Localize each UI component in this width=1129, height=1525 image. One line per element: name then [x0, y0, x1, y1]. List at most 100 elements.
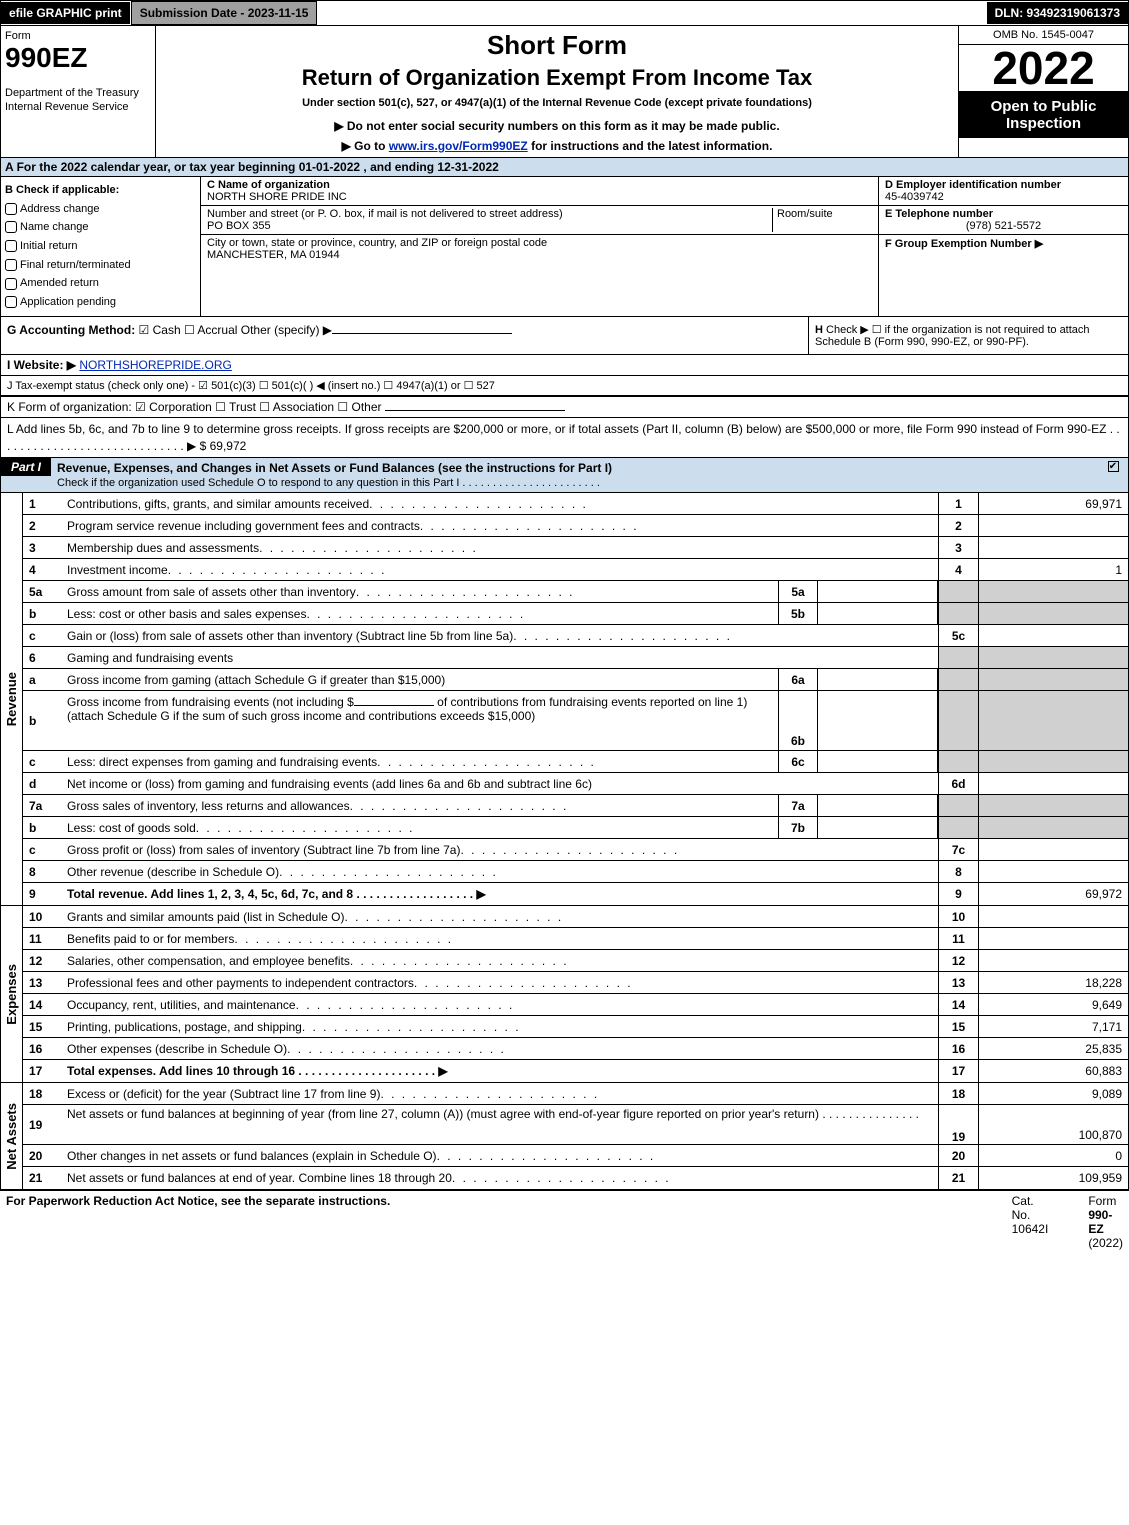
- room-label: Room/suite: [777, 208, 833, 220]
- short-form-title: Short Form: [164, 30, 950, 61]
- chk-address-change[interactable]: Address change: [5, 200, 196, 219]
- line-2: 2Program service revenue including gover…: [23, 515, 1128, 537]
- row-a-text: For the 2022 calendar year, or tax year …: [17, 160, 499, 174]
- e-phone: E Telephone number (978) 521-5572: [879, 206, 1128, 235]
- return-title: Return of Organization Exempt From Incom…: [164, 65, 950, 91]
- chk-name-change[interactable]: Name change: [5, 218, 196, 237]
- part1-header: Part I Revenue, Expenses, and Changes in…: [0, 458, 1129, 493]
- d-label: D Employer identification number: [885, 179, 1061, 191]
- goto-post: for instructions and the latest informat…: [528, 139, 773, 153]
- irs-link[interactable]: www.irs.gov/Form990EZ: [389, 139, 528, 153]
- line-1: 1 Contributions, gifts, grants, and simi…: [23, 493, 1128, 515]
- part1-label: Part I: [1, 458, 51, 476]
- line-7a: 7aGross sales of inventory, less returns…: [23, 795, 1128, 817]
- line-18: 18Excess or (deficit) for the year (Subt…: [23, 1083, 1128, 1105]
- ssn-notice: ▶ Do not enter social security numbers o…: [164, 119, 950, 133]
- line-9: 9Total revenue. Add lines 1, 2, 3, 4, 5c…: [23, 883, 1128, 905]
- part1-check[interactable]: [1098, 458, 1128, 492]
- line-21: 21Net assets or fund balances at end of …: [23, 1167, 1128, 1189]
- part1-sub: Check if the organization used Schedule …: [57, 477, 600, 489]
- footer: For Paperwork Reduction Act Notice, see …: [0, 1190, 1129, 1253]
- c-street-row: Number and street (or P. O. box, if mail…: [201, 206, 878, 235]
- line-10: 10Grants and similar amounts paid (list …: [23, 906, 1128, 928]
- line-19: 19Net assets or fund balances at beginni…: [23, 1105, 1128, 1145]
- form-label: Form: [5, 30, 151, 42]
- under-section: Under section 501(c), 527, or 4947(a)(1)…: [164, 97, 950, 109]
- chk-final-return[interactable]: Final return/terminated: [5, 256, 196, 275]
- h-schedule-b: H Check ▶ ☐ if the organization is not r…: [808, 317, 1128, 354]
- part1-title-wrap: Revenue, Expenses, and Changes in Net As…: [51, 458, 1098, 492]
- efile-print-button[interactable]: efile GRAPHIC print: [1, 2, 131, 24]
- col-b-checkboxes: B Check if applicable: Address change Na…: [1, 177, 201, 316]
- goto-pre: ▶ Go to: [342, 139, 389, 153]
- f-label: F Group Exemption Number ▶: [885, 238, 1043, 250]
- line-6a: aGross income from gaming (attach Schedu…: [23, 669, 1128, 691]
- line-6b: b Gross income from fundraising events (…: [23, 691, 1128, 751]
- revenue-vlabel: Revenue: [1, 493, 23, 905]
- form-ref: Form 990-EZ (2022): [1088, 1194, 1123, 1250]
- b-heading: B Check if applicable:: [5, 181, 196, 200]
- dept-treasury: Department of the Treasury Internal Reve…: [5, 86, 151, 115]
- line-7b: bLess: cost of goods sold 7b: [23, 817, 1128, 839]
- line-6: 6Gaming and fundraising events: [23, 647, 1128, 669]
- col-d-e-f: D Employer identification number 45-4039…: [878, 177, 1128, 316]
- line-11: 11Benefits paid to or for members11: [23, 928, 1128, 950]
- header-mid: Short Form Return of Organization Exempt…: [156, 26, 958, 157]
- dln-label: DLN: 93492319061373: [987, 2, 1128, 24]
- line-12: 12Salaries, other compensation, and empl…: [23, 950, 1128, 972]
- line-16: 16Other expenses (describe in Schedule O…: [23, 1038, 1128, 1060]
- row-l-gross-receipts: L Add lines 5b, 6c, and 7b to line 9 to …: [0, 417, 1129, 459]
- paperwork-notice: For Paperwork Reduction Act Notice, see …: [6, 1194, 972, 1250]
- line-13: 13Professional fees and other payments t…: [23, 972, 1128, 994]
- g-label: G Accounting Method:: [7, 323, 135, 337]
- header-left: Form 990EZ Department of the Treasury In…: [1, 26, 156, 157]
- e-label: E Telephone number: [885, 208, 993, 220]
- netassets-table: Net Assets 18Excess or (deficit) for the…: [0, 1083, 1129, 1190]
- tax-year: 2022: [959, 45, 1128, 91]
- line-14: 14Occupancy, rent, utilities, and mainte…: [23, 994, 1128, 1016]
- row-a-tax-year: A For the 2022 calendar year, or tax yea…: [0, 158, 1129, 177]
- line-20: 20Other changes in net assets or fund ba…: [23, 1145, 1128, 1167]
- form-header: Form 990EZ Department of the Treasury In…: [0, 26, 1129, 158]
- netassets-vlabel: Net Assets: [1, 1083, 23, 1189]
- c-city-row: City or town, state or province, country…: [201, 235, 878, 263]
- expenses-table: Expenses 10Grants and similar amounts pa…: [0, 906, 1129, 1083]
- chk-initial-return[interactable]: Initial return: [5, 237, 196, 256]
- part1-title: Revenue, Expenses, and Changes in Net As…: [57, 461, 612, 475]
- expenses-lines: 10Grants and similar amounts paid (list …: [23, 906, 1128, 1082]
- label-a: A: [5, 160, 13, 174]
- website-link[interactable]: NORTHSHOREPRIDE.ORG: [79, 358, 231, 372]
- top-bar: efile GRAPHIC print Submission Date - 20…: [0, 0, 1129, 26]
- netassets-lines: 18Excess or (deficit) for the year (Subt…: [23, 1083, 1128, 1189]
- k-text: K Form of organization: ☑ Corporation ☐ …: [7, 400, 382, 414]
- form-number: 990EZ: [5, 42, 151, 74]
- chk-application-pending[interactable]: Application pending: [5, 293, 196, 312]
- street-label: Number and street (or P. O. box, if mail…: [207, 208, 563, 220]
- line-6c: cLess: direct expenses from gaming and f…: [23, 751, 1128, 773]
- revenue-lines: 1 Contributions, gifts, grants, and simi…: [23, 493, 1128, 905]
- col-c-org-info: C Name of organization NORTH SHORE PRIDE…: [201, 177, 878, 316]
- line-7c: cGross profit or (loss) from sales of in…: [23, 839, 1128, 861]
- section-b-c-d-e: B Check if applicable: Address change Na…: [0, 177, 1129, 317]
- org-name: NORTH SHORE PRIDE INC: [207, 191, 347, 203]
- submission-date: Submission Date - 2023-11-15: [131, 1, 318, 25]
- public-inspection: Open to Public Inspection: [959, 91, 1128, 138]
- c-name-label: C Name of organization: [207, 179, 330, 191]
- line-4: 4Investment income 41: [23, 559, 1128, 581]
- c-name-row: C Name of organization NORTH SHORE PRIDE…: [201, 177, 878, 206]
- h-label: H: [815, 324, 823, 336]
- line-8: 8Other revenue (describe in Schedule O) …: [23, 861, 1128, 883]
- expenses-vlabel: Expenses: [1, 906, 23, 1082]
- header-right: OMB No. 1545-0047 2022 Open to Public In…: [958, 26, 1128, 157]
- city-label: City or town, state or province, country…: [207, 237, 547, 249]
- line-6d: dNet income or (loss) from gaming and fu…: [23, 773, 1128, 795]
- chk-amended-return[interactable]: Amended return: [5, 274, 196, 293]
- line-5c: cGain or (loss) from sale of assets othe…: [23, 625, 1128, 647]
- line-3: 3Membership dues and assessments 3: [23, 537, 1128, 559]
- revenue-table: Revenue 1 Contributions, gifts, grants, …: [0, 493, 1129, 906]
- row-i-website: I Website: ▶ NORTHSHOREPRIDE.ORG: [0, 354, 1129, 376]
- g-options: ☑ Cash ☐ Accrual Other (specify) ▶: [139, 323, 332, 337]
- goto-link-row: ▶ Go to www.irs.gov/Form990EZ for instru…: [164, 139, 950, 153]
- phone-value: (978) 521-5572: [885, 220, 1122, 232]
- city-value: MANCHESTER, MA 01944: [207, 249, 340, 261]
